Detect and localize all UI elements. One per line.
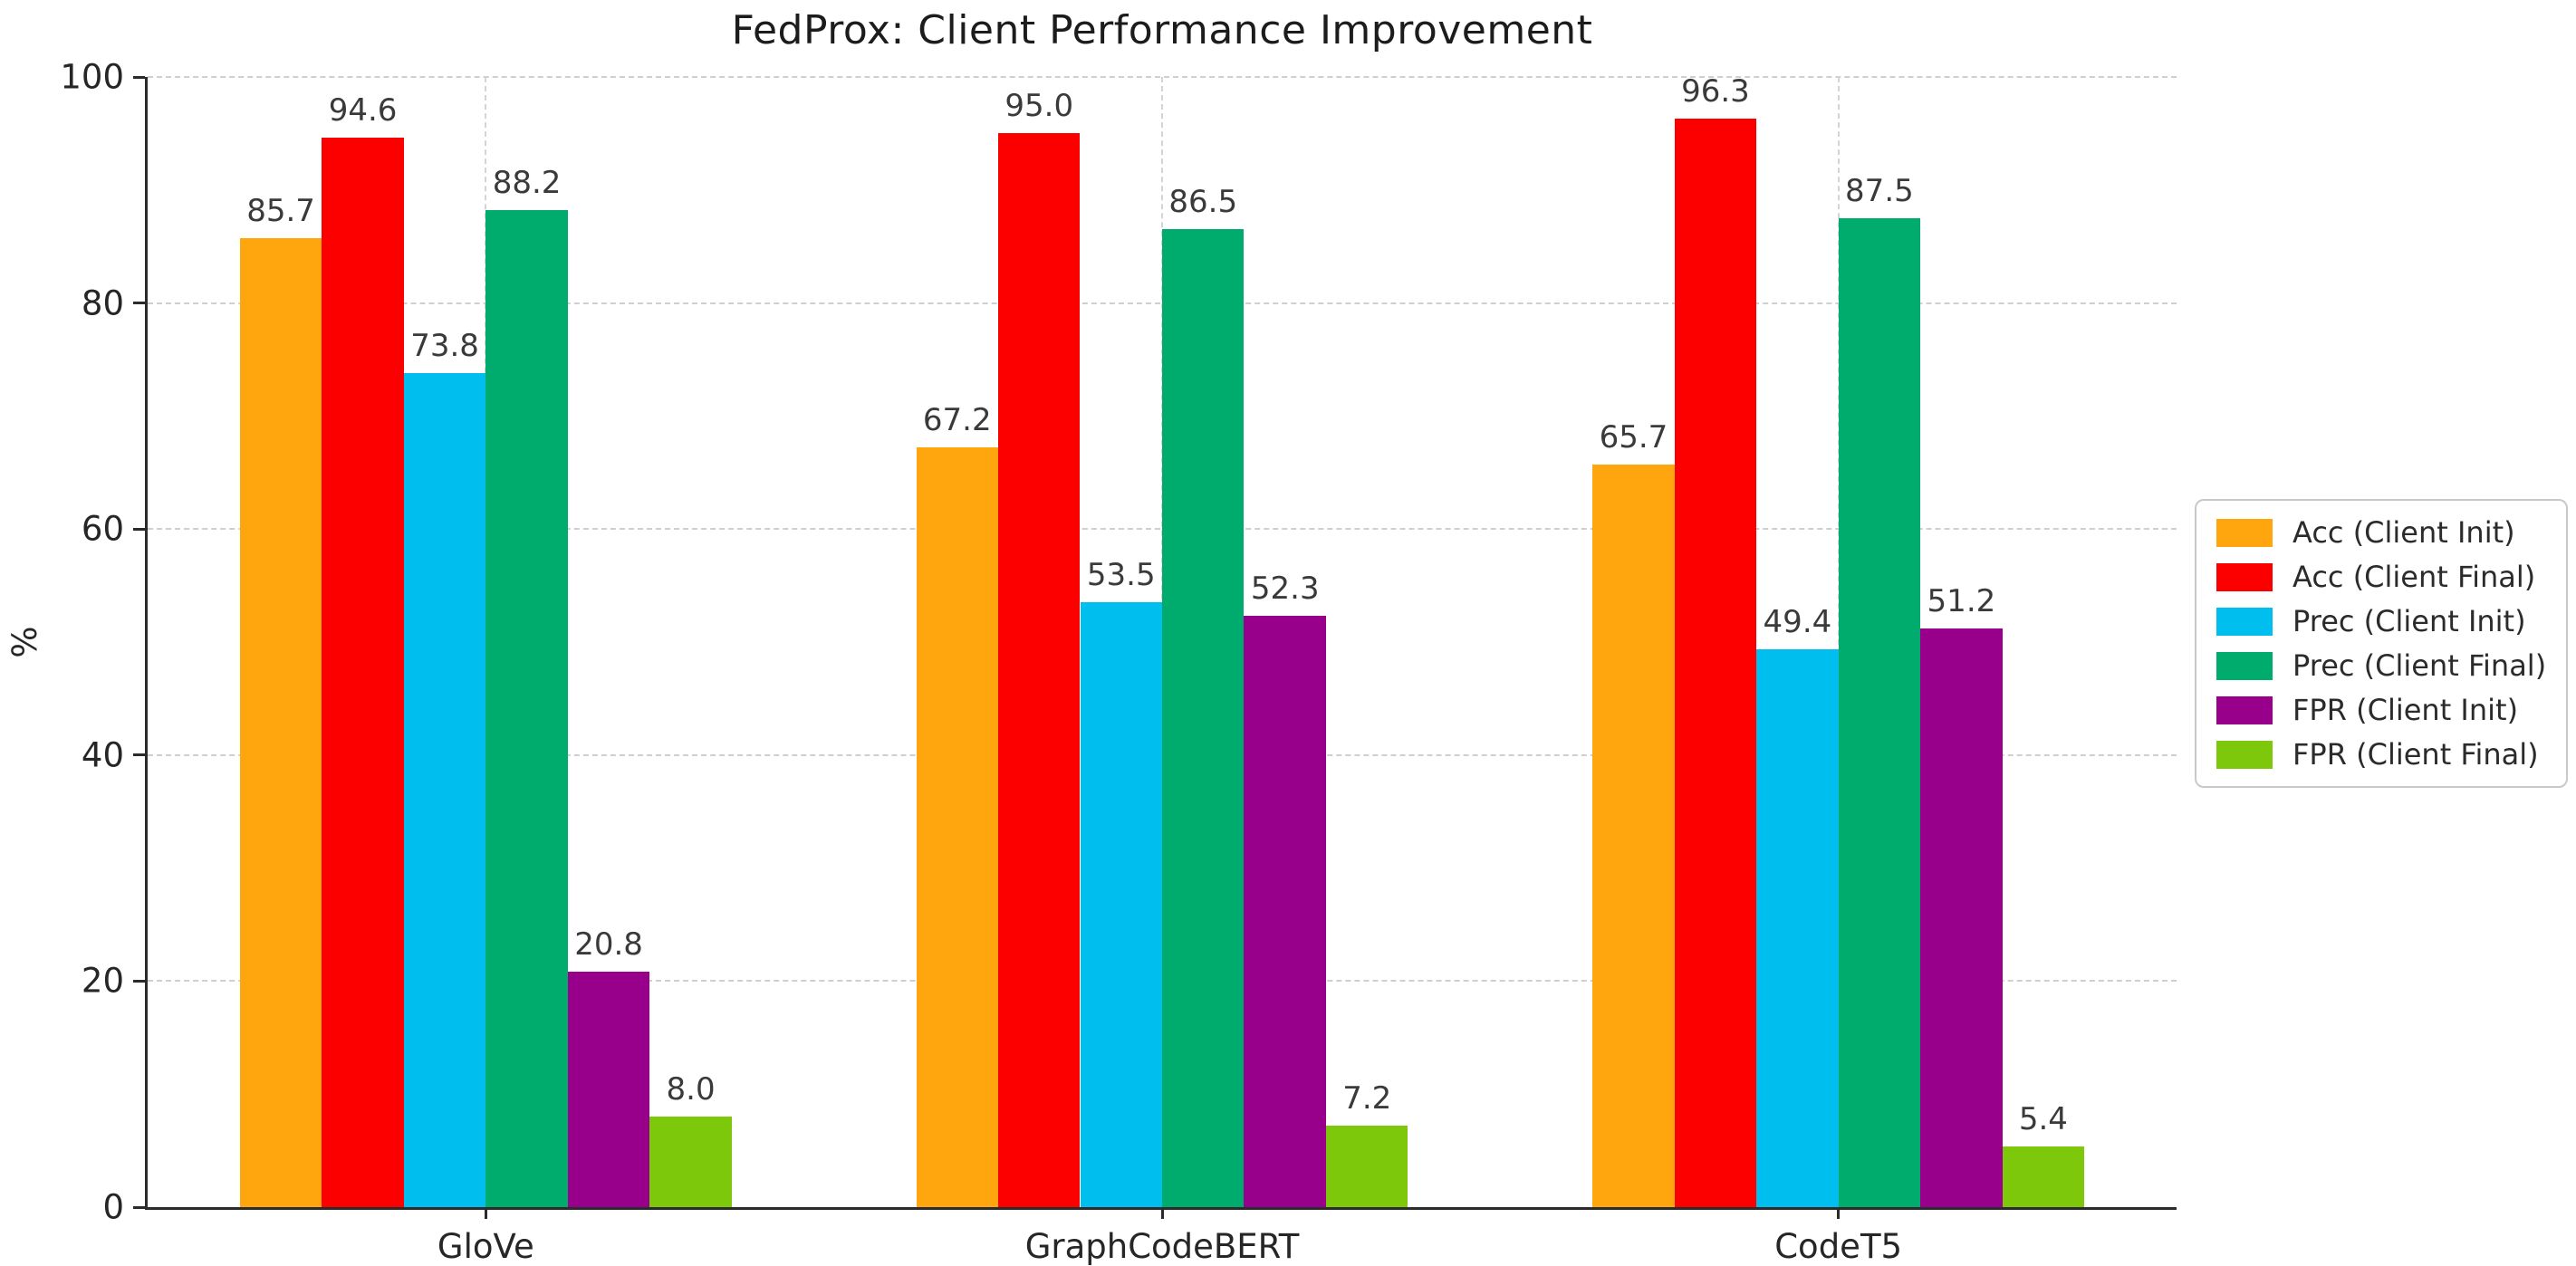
bar-value-label: 73.8	[410, 327, 479, 364]
bar	[2002, 1146, 2085, 1207]
bar-value-label: 94.6	[328, 92, 398, 129]
y-tick-label: 20	[81, 961, 124, 1001]
bar	[998, 133, 1081, 1207]
y-tick-mark	[133, 75, 145, 79]
x-tick-label: GloVe	[437, 1227, 534, 1266]
bar-value-label: 7.2	[1342, 1080, 1392, 1117]
bar-value-label: 65.7	[1599, 419, 1668, 456]
legend-swatch-icon	[2216, 607, 2273, 636]
bar	[1080, 602, 1162, 1207]
y-tick-mark	[133, 1205, 145, 1209]
bar-value-label: 96.3	[1681, 73, 1750, 110]
x-tick-label: GraphCodeBERT	[1024, 1227, 1300, 1266]
y-tick-mark	[133, 753, 145, 757]
y-tick-mark	[133, 979, 145, 983]
bar	[1244, 616, 1326, 1207]
bar-value-label: 20.8	[574, 926, 643, 964]
bar	[567, 972, 650, 1207]
legend-label: Prec (Client Init)	[2292, 604, 2526, 638]
legend: Acc (Client Init) Acc (Client Final) Prec …	[2195, 499, 2569, 788]
chart-title: FedProx: Client Performance Improvement	[731, 7, 1593, 53]
bar-value-label: 86.5	[1168, 184, 1238, 221]
bar	[916, 447, 998, 1207]
bar	[1920, 628, 2003, 1207]
y-tick-mark	[133, 302, 145, 305]
legend-swatch-icon	[2216, 562, 2273, 591]
bar	[1592, 465, 1675, 1207]
legend-item: Acc (Client Init)	[2216, 515, 2546, 550]
legend-label: Acc (Client Init)	[2292, 515, 2515, 550]
legend-swatch-icon	[2216, 651, 2273, 680]
legend-item: Prec (Client Final)	[2216, 648, 2546, 683]
x-tick-mark	[484, 1207, 487, 1219]
bar-value-label: 67.2	[922, 402, 992, 439]
bar-value-label: 85.7	[246, 193, 315, 230]
legend-swatch-icon	[2216, 695, 2273, 724]
bar-value-label: 53.5	[1086, 557, 1156, 594]
bar	[322, 138, 404, 1207]
bar-value-label: 8.0	[666, 1071, 716, 1108]
bar	[1162, 229, 1245, 1207]
bar	[1325, 1126, 1408, 1207]
legend-label: FPR (Client Init)	[2292, 693, 2519, 727]
legend-label: Acc (Client Final)	[2292, 560, 2536, 594]
bar	[649, 1117, 732, 1207]
legend-swatch-icon	[2216, 518, 2273, 547]
y-tick-label: 40	[81, 735, 124, 775]
y-axis-label: %	[5, 626, 45, 658]
bar	[1756, 648, 1839, 1207]
legend-item: FPR (Client Init)	[2216, 693, 2546, 727]
bar-value-label: 52.3	[1250, 571, 1320, 608]
bar	[485, 210, 568, 1207]
y-axis-spine	[145, 77, 148, 1210]
x-tick-mark	[1160, 1207, 1164, 1219]
bar-value-label: 5.4	[2018, 1100, 2068, 1137]
x-axis-spine	[145, 1207, 2177, 1210]
y-tick-label: 80	[81, 283, 124, 323]
y-tick-label: 60	[81, 509, 124, 549]
y-tick-mark	[133, 527, 145, 531]
x-tick-mark	[1837, 1207, 1841, 1219]
bar	[1674, 119, 1757, 1207]
plot-area: 85.7 67.2 65.7 94.6 95.0 96.3 73.8 53.5 49.4 88.2…	[60, 58, 2177, 1266]
bar	[239, 238, 322, 1207]
legend-label: FPR (Client Final)	[2292, 737, 2539, 772]
x-tick-label: CodeT5	[1774, 1227, 1903, 1266]
legend-item: Prec (Client Init)	[2216, 604, 2546, 638]
legend-item: Acc (Client Final)	[2216, 560, 2546, 594]
bar	[403, 372, 486, 1207]
y-tick-label: 0	[102, 1187, 124, 1227]
bar-value-label: 88.2	[492, 165, 562, 202]
bar-value-label: 87.5	[1845, 173, 1914, 209]
legend-swatch-icon	[2216, 740, 2273, 769]
legend-item: FPR (Client Final)	[2216, 737, 2546, 772]
legend-label: Prec (Client Final)	[2292, 648, 2547, 683]
y-tick-label: 100	[60, 57, 124, 97]
bar	[1838, 218, 1921, 1207]
bar-value-label: 95.0	[1004, 88, 1074, 125]
bar-value-label: 49.4	[1763, 603, 1832, 640]
bar-value-label: 51.2	[1927, 583, 1996, 620]
